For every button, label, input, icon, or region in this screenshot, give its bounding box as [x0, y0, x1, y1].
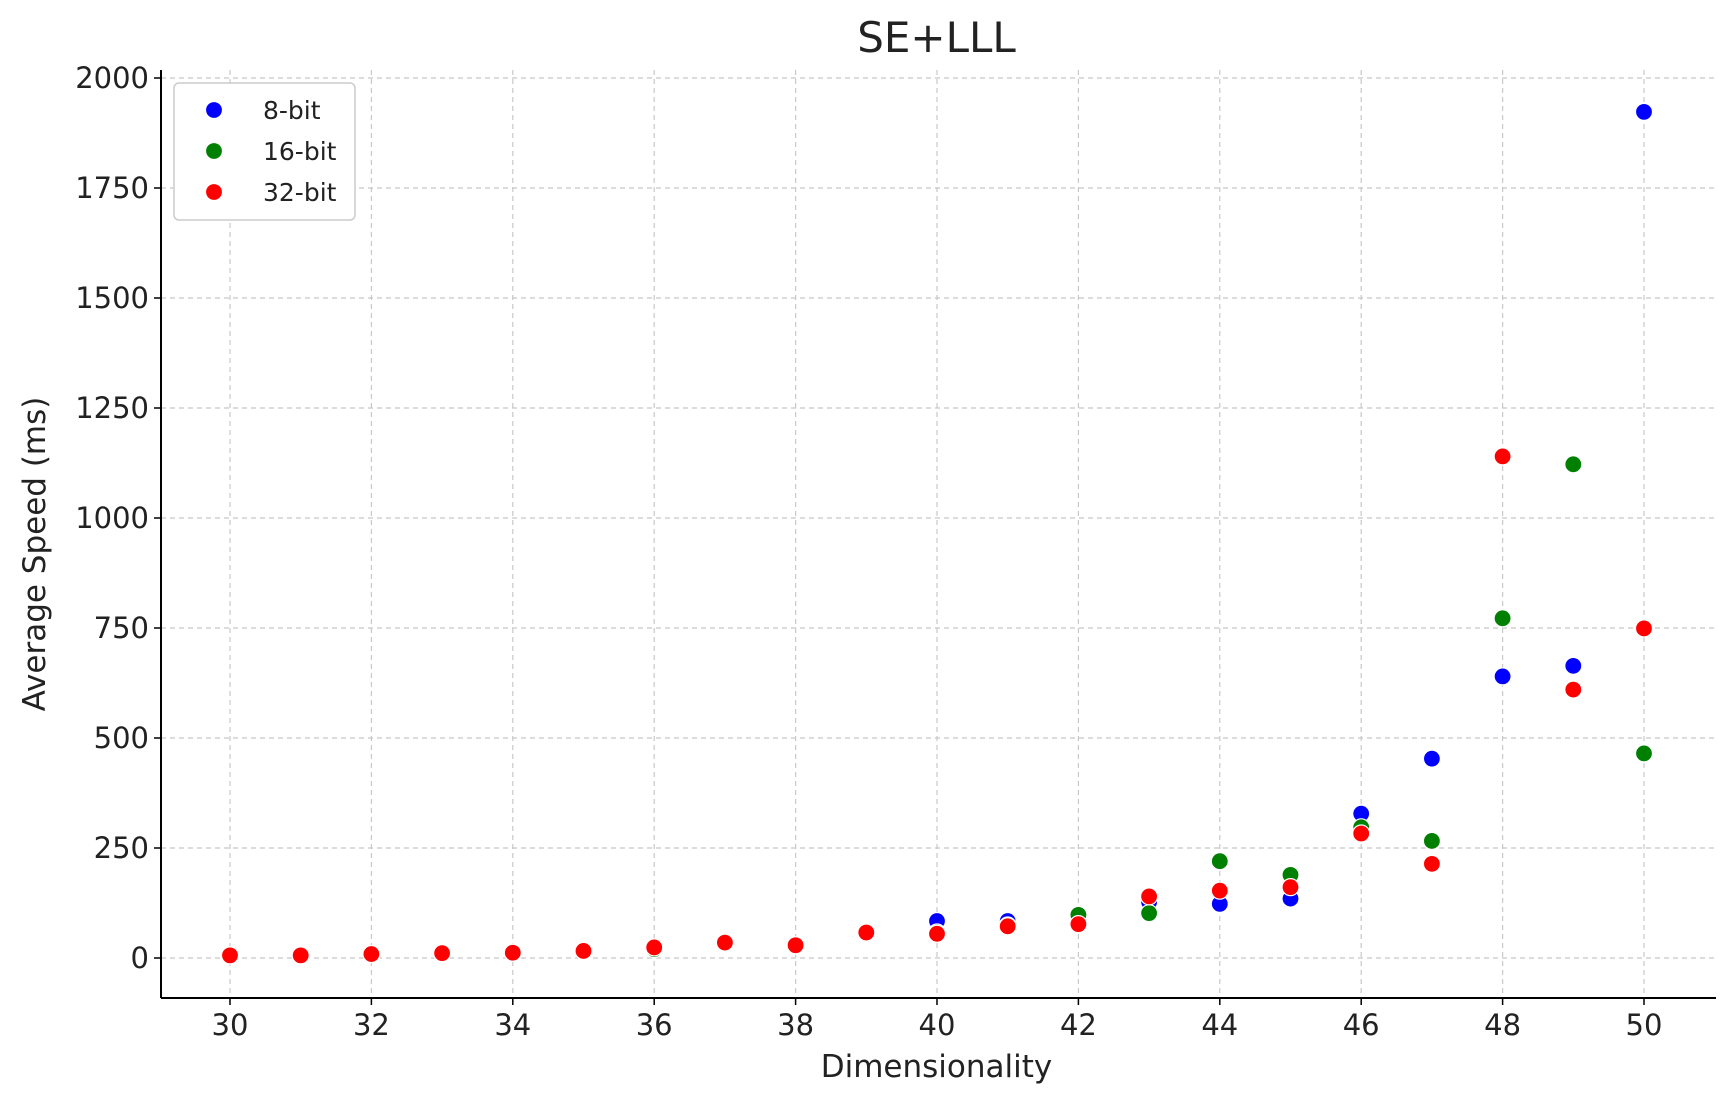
data-point-32-bit — [1422, 854, 1442, 873]
data-point-32-bit — [1352, 824, 1371, 843]
data-point-32-bit — [1634, 619, 1654, 638]
grid — [161, 70, 1716, 998]
x-tick-label: 40 — [919, 1008, 956, 1042]
x-tick-label: 46 — [1343, 1008, 1380, 1042]
y-tick-label: 250 — [94, 831, 149, 865]
legend-label: 32-bit — [263, 178, 337, 207]
axes: 30 32 34 36 38 40 42 44 46 48 50025050075010001250… — [75, 61, 1716, 1042]
data-point-32-bit — [1210, 881, 1229, 900]
x-tick-label: 48 — [1484, 1008, 1521, 1042]
x-tick-label: 44 — [1201, 1008, 1238, 1042]
data-point-32-bit — [1493, 447, 1512, 466]
data-point-16-bit — [1634, 744, 1654, 763]
data-point-32-bit — [1139, 887, 1159, 906]
x-tick-label: 36 — [636, 1008, 673, 1042]
x-tick-label: 34 — [494, 1008, 531, 1042]
legend: 8-bit 16-bit 32-bit — [173, 82, 356, 221]
y-tick-label: 750 — [94, 611, 149, 645]
y-tick-label: 0 — [131, 941, 149, 975]
data-point-32-bit — [1281, 878, 1300, 897]
x-tick-label: 50 — [1626, 1008, 1663, 1042]
data-point-16-bit — [1493, 609, 1512, 628]
x-axis-label: Dimensionality — [821, 1049, 1053, 1085]
data-point-32-bit — [291, 946, 310, 965]
legend-label: 16-bit — [263, 137, 337, 166]
data-point-32-bit — [857, 923, 876, 942]
data-points — [220, 102, 1654, 965]
data-point-32-bit — [220, 946, 240, 965]
chart-title: SE+LLL — [857, 13, 1016, 62]
data-point-16-bit — [1210, 852, 1229, 871]
x-tick-label: 30 — [212, 1008, 249, 1042]
legend-label: 8-bit — [263, 96, 321, 125]
y-tick-label: 2000 — [75, 61, 149, 95]
data-point-32-bit — [433, 944, 452, 963]
data-point-8-bit — [1493, 667, 1512, 686]
data-point-32-bit — [715, 933, 735, 952]
legend-marker — [204, 141, 224, 161]
data-point-8-bit — [1422, 749, 1442, 768]
data-point-32-bit — [574, 941, 593, 961]
y-tick-label: 500 — [94, 721, 149, 755]
y-tick-label: 1750 — [75, 171, 149, 205]
data-point-32-bit — [1069, 915, 1088, 934]
data-point-16-bit — [1422, 831, 1442, 851]
legend-marker — [204, 182, 224, 202]
data-point-32-bit — [503, 943, 522, 962]
data-point-8-bit — [1564, 656, 1583, 675]
data-point-16-bit — [1564, 455, 1583, 474]
y-axis-label: Average Speed (ms) — [17, 397, 53, 712]
data-point-32-bit — [786, 936, 805, 955]
data-point-32-bit — [998, 917, 1017, 936]
data-point-32-bit — [927, 924, 947, 943]
data-point-32-bit — [1564, 680, 1583, 699]
data-point-16-bit — [1139, 904, 1159, 923]
data-point-8-bit — [1634, 102, 1654, 121]
x-tick-label: 42 — [1060, 1008, 1097, 1042]
x-tick-label: 32 — [353, 1008, 390, 1042]
y-tick-label: 1000 — [75, 501, 149, 535]
data-point-32-bit — [645, 938, 664, 957]
y-tick-label: 1250 — [75, 391, 149, 425]
legend-marker — [204, 100, 224, 120]
data-point-32-bit — [362, 944, 381, 964]
y-tick-label: 1500 — [75, 281, 149, 315]
x-tick-label: 38 — [777, 1008, 814, 1042]
